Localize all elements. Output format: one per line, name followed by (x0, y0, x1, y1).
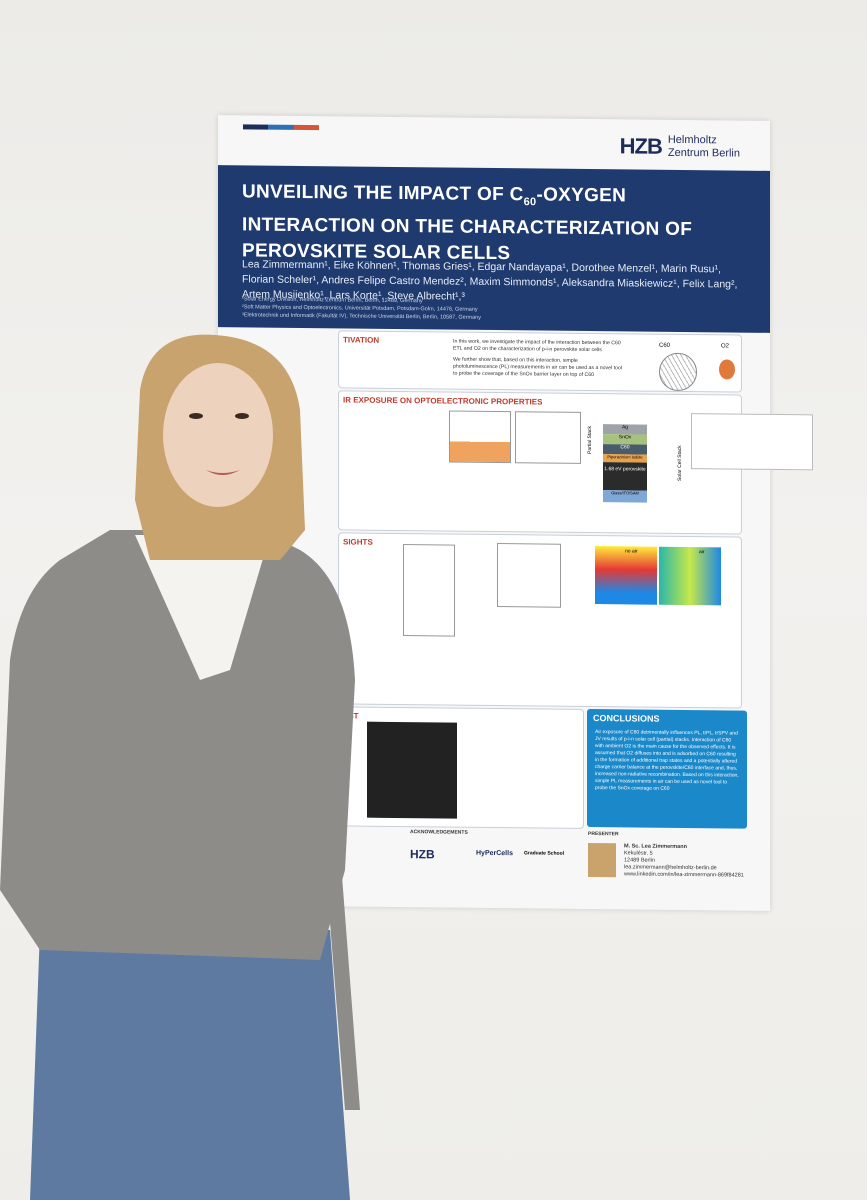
stack-diagram: Ag SnOx C60 Piperazinium Iodide 1.68 eV … (603, 424, 647, 512)
presenter-addr2: 12489 Berlin (624, 857, 655, 864)
layer-glass: Glass/ITO/SAM (603, 490, 647, 503)
layer-c60: C60 (603, 444, 647, 455)
spv-map-no-air (595, 546, 657, 605)
motivation-box: TIVATION In this work, we investigate th… (338, 330, 742, 393)
o2-molecule-icon (719, 359, 735, 380)
hzb-name-line2: Zentrum Berlin (667, 146, 740, 160)
plot-panel-2 (515, 411, 581, 464)
authors-line2: Florian Scheler¹, Andres Felipe Castro M… (242, 273, 738, 291)
hzb-name-line1: Helmholtz (667, 133, 717, 147)
hzb-logo: HZB (619, 133, 662, 159)
person-figure (0, 334, 360, 1200)
presenter-email: lea.zimmermann@helmholtz-berlin.de (624, 864, 717, 872)
white-shirt (135, 535, 270, 680)
presenter-name: M. Sc. Lea Zimmermann (624, 843, 687, 851)
plot-panel-1 (449, 410, 511, 464)
presenter-photo (588, 842, 616, 878)
layer-perovskite: 1.68 eV perovskite (603, 462, 647, 491)
footer-hzb-logo: HZB (410, 847, 435, 862)
insights-box: SIGHTS no air air (338, 532, 742, 709)
solar-cell-stack-label: Solar Cell Stack (677, 445, 683, 481)
presenter-addr1: Kekuléstr. 5 (624, 850, 653, 857)
conclusions-text: Air exposure of C60 detrimentally influe… (595, 729, 739, 792)
color-stripe (243, 124, 319, 131)
hypercells-logo: HyPerCells (476, 849, 513, 858)
air-exposure-box: IR EXPOSURE ON OPTOELECTRONIC PROPERTIES… (338, 390, 813, 535)
title-line2: INTERACTION ON THE CHARACTERIZATION OF (242, 214, 693, 240)
presenter-label: PRESENTER (588, 830, 619, 838)
affiliations: ¹Solar Energy Division, Helmholtz Zentru… (242, 295, 742, 324)
title-sub: 60 (523, 196, 537, 209)
layer-snox: SnOx (603, 434, 647, 445)
hzb-name: Helmholtz Zentrum Berlin (668, 134, 740, 161)
spv-map-air (659, 546, 721, 606)
title-band: UNVEILING THE IMPACT OF C60-OXYGEN INTER… (218, 165, 770, 333)
c60-molecule-icon (659, 352, 697, 392)
c60-label: C60 (659, 342, 671, 349)
work-function-plot (403, 544, 455, 637)
motivation-text2: We further show that, based on this inte… (453, 356, 622, 379)
air-exposure-heading: IR EXPOSURE ON OPTOELECTRONIC PROPERTIES (343, 395, 543, 407)
presenter-link: www.linkedin.com/in/lea-zimmermann-869f8… (624, 871, 744, 879)
right-eye (235, 413, 249, 419)
test-box: EST (338, 706, 584, 829)
sem-images (367, 721, 457, 819)
conclusions-box: CONCLUSIONS Air exposure of C60 detrimen… (587, 708, 747, 829)
title-line1: UNVEILING THE IMPACT OF C (242, 181, 524, 206)
air-label: air (699, 549, 705, 556)
poster-footer: ACKNOWLEDGEMENTS HZB HyPerCells Graduate… (348, 828, 748, 892)
no-air-label: no air (625, 548, 638, 555)
sweater (0, 530, 355, 960)
motivation-text: In this work, we investigate the impact … (453, 338, 621, 354)
box-plot-panel (691, 413, 813, 471)
title-line1-end: -OXYGEN (536, 184, 627, 207)
graduate-school-label: Graduate School (524, 850, 565, 857)
affil-3: ³Elektrotechnik und Informatik (Fakultät… (242, 312, 481, 321)
ack-label: ACKNOWLEDGEMENTS (410, 829, 468, 836)
authors-line1: Lea Zimmermann¹, Eike Köhnen¹, Thomas Gr… (242, 258, 721, 276)
partial-stack-label: Partial Stack (587, 425, 593, 455)
affil-2: ²Soft Matter Physics and Optoelectronics… (242, 304, 478, 313)
left-eye (189, 413, 203, 419)
mouth (206, 470, 240, 475)
conclusions-heading: CONCLUSIONS (593, 713, 660, 724)
o2-label: O2 (721, 343, 730, 350)
face (163, 363, 273, 507)
pl-spectra-plot (497, 543, 561, 608)
hzb-logo-block: HZB Helmholtz Zentrum Berlin (620, 133, 740, 160)
sweater-tie (325, 850, 360, 1110)
poster-title: UNVEILING THE IMPACT OF C60-OXYGEN INTER… (242, 179, 752, 269)
jeans (30, 930, 350, 1200)
presenter-info: M. Sc. Lea Zimmermann Kekuléstr. 5 12489… (624, 843, 744, 879)
affil-1: ¹Solar Energy Division, Helmholtz Zentru… (242, 296, 423, 305)
layer-ag: Ag (603, 424, 647, 435)
